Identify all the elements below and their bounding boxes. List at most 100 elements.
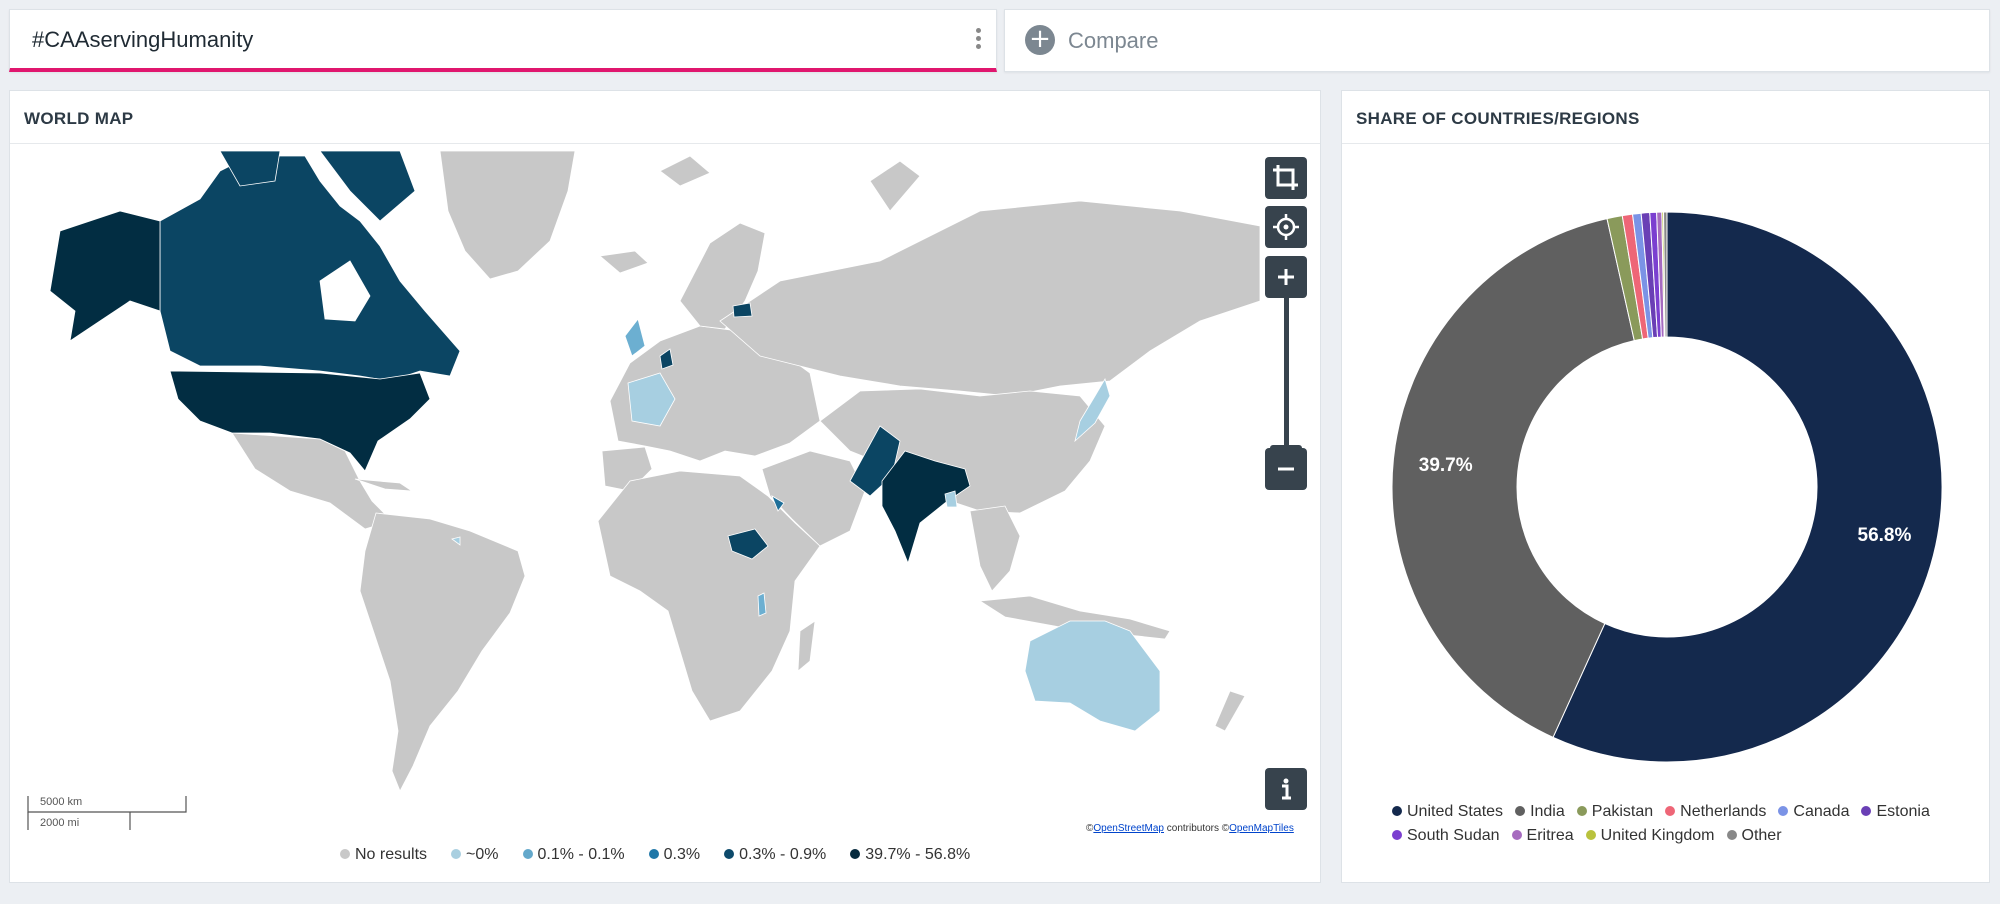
locate-button[interactable]	[1265, 206, 1307, 248]
legend-label: Other	[1741, 827, 1782, 844]
pie-legend-item[interactable]: Other	[1726, 827, 1782, 845]
legend-label: ~0%	[466, 846, 499, 863]
world-map[interactable]	[20, 151, 1260, 791]
map-scale: 5000 km 2000 mi	[26, 796, 196, 841]
zoom-out-button[interactable]	[1265, 448, 1307, 490]
divider	[1342, 143, 1989, 144]
country-india	[881, 450, 971, 565]
map-legend-item: 0.3%	[648, 846, 701, 864]
map-legend-item: 0.3% - 0.9%	[724, 846, 826, 864]
country-bangladesh	[944, 490, 958, 508]
pie-legend-item[interactable]: United Kingdom	[1585, 827, 1715, 845]
legend-label: 0.1% - 0.1%	[537, 846, 625, 863]
compare-label: Compare	[1068, 28, 1159, 53]
africa	[597, 470, 821, 722]
zoom-out-icon	[1278, 467, 1294, 471]
country-united-states	[169, 370, 431, 472]
attribution-contributors: contributors ©	[1163, 823, 1230, 834]
zoom-in-icon	[1278, 269, 1294, 285]
madagascar	[797, 620, 816, 672]
legend-label: United Kingdom	[1600, 827, 1715, 844]
legend-label: Eritrea	[1526, 827, 1574, 844]
pie-legend-item[interactable]: Pakistan	[1576, 803, 1654, 821]
country-malawi	[757, 592, 767, 617]
country-australia	[1024, 620, 1161, 732]
info-button[interactable]	[1265, 768, 1307, 810]
panel-title: WORLD MAP	[24, 109, 134, 128]
country-greenland	[439, 151, 576, 280]
pie-legend-item[interactable]: Netherlands	[1665, 803, 1766, 821]
pie-slice-other[interactable]	[1663, 211, 1668, 338]
canada-arctic	[219, 151, 416, 222]
svalbard	[659, 155, 711, 187]
country-united-kingdom	[624, 318, 646, 357]
country-netherlands	[659, 348, 674, 370]
map-legend-item: No results	[340, 846, 427, 864]
pie-legend-item[interactable]: Canada	[1778, 803, 1849, 821]
south-america	[359, 512, 526, 791]
legend-label: Canada	[1793, 803, 1850, 820]
country-trinidad	[451, 536, 461, 546]
pie-legend-item[interactable]: Eritrea	[1511, 827, 1574, 845]
legend-dot	[1778, 806, 1789, 816]
legend-dot	[648, 849, 659, 859]
legend-dot	[340, 849, 350, 859]
legend-label: 0.3%	[663, 846, 701, 863]
legend-label: No results	[355, 846, 428, 863]
country-iceland	[599, 250, 649, 274]
legend-dot	[1392, 806, 1402, 816]
query-title: #CAAservingHumanity	[32, 27, 254, 52]
country-alaska	[49, 210, 161, 342]
scandinavia	[679, 222, 766, 330]
pie-legend-item[interactable]: South Sudan	[1392, 827, 1500, 845]
pie-legend: United States India Pakistan Netherlands Can…	[1392, 803, 1982, 851]
pie-legend-item[interactable]: United States	[1392, 803, 1503, 821]
zoom-slider-track[interactable]	[1284, 297, 1289, 453]
legend-label: Pakistan	[1591, 803, 1654, 820]
hudson-bay	[319, 260, 371, 322]
legend-label: United States	[1407, 803, 1504, 820]
scale-mi-label: 2000 mi	[40, 817, 80, 829]
zoom-in-button[interactable]	[1265, 256, 1307, 298]
legend-dot	[451, 849, 462, 859]
legend-dot	[1585, 830, 1596, 840]
legend-dot	[522, 849, 533, 859]
legend-dot	[1861, 806, 1872, 816]
country-japan	[1074, 378, 1111, 443]
openmaptiles-link[interactable]: OpenMapTiles	[1229, 823, 1294, 834]
country-france	[627, 372, 676, 427]
caribbean	[354, 478, 414, 492]
country-eritrea	[771, 495, 785, 512]
locate-icon	[1273, 214, 1299, 240]
pie-slice-united-states[interactable]	[1552, 211, 1943, 763]
legend-dot	[724, 849, 735, 859]
openstreetmap-link[interactable]: OpenStreetMap	[1093, 823, 1164, 834]
crop-icon	[1273, 165, 1298, 190]
legend-dot	[1515, 806, 1526, 816]
new-zealand	[1214, 690, 1246, 732]
divider	[10, 143, 1320, 144]
map-legend: No results ~0% 0.1% - 0.1% 0.3% 0.3% - 0.9% 3…	[340, 846, 994, 864]
crop-button[interactable]	[1265, 157, 1307, 199]
map-legend-item: ~0%	[451, 846, 499, 864]
pie-legend-item[interactable]: Estonia	[1861, 803, 1930, 821]
legend-label: 39.7% - 56.8%	[865, 846, 971, 863]
world-map-panel: WORLD MAP	[9, 90, 1321, 883]
pie-slice-india[interactable]	[1391, 218, 1635, 738]
pie-data-label: 39.7%	[1419, 455, 1473, 476]
share-panel: SHARE OF COUNTRIES/REGIONS 56.8% 39.7% Un…	[1341, 90, 1990, 883]
compare-button[interactable]: + Compare	[1004, 9, 1990, 72]
legend-dot	[1392, 830, 1402, 840]
query-tab[interactable]: #CAAservingHumanity	[9, 9, 997, 72]
legend-label: South Sudan	[1407, 827, 1500, 844]
russia	[719, 200, 1260, 397]
country-estonia	[732, 302, 753, 318]
plus-icon: +	[1025, 25, 1055, 55]
legend-dot	[1726, 830, 1737, 840]
share-donut-chart[interactable]: 56.8% 39.7%	[1342, 151, 1991, 791]
legend-dot	[850, 849, 861, 859]
scale-km-label: 5000 km	[40, 796, 83, 808]
pie-legend-item[interactable]: India	[1515, 803, 1565, 821]
copyright-symbol: ©	[1086, 823, 1094, 834]
more-options-icon[interactable]	[974, 26, 982, 52]
